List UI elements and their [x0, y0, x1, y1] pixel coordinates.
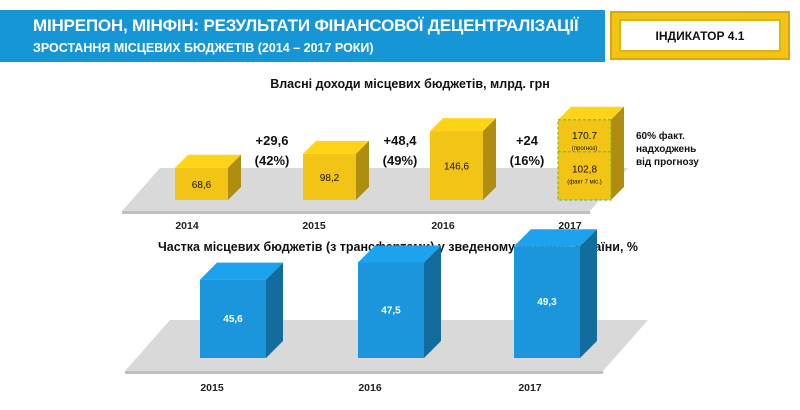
chart1-bar-2017-actual: [557, 151, 612, 201]
chart1-actual-label: 102,8: [572, 165, 597, 176]
chart1-platform: [122, 168, 628, 211]
chart1-bar-2016-front: [430, 131, 483, 200]
chart1-annotation-line: надходжень: [636, 144, 696, 155]
chart1-annotation-line: від прогнозу: [636, 157, 699, 168]
chart1-bar-2015-front: [303, 153, 356, 200]
page-subtitle: ЗРОСТАННЯ МІСЦЕВИХ БЮДЖЕТІВ (2014 – 2017…: [33, 41, 374, 55]
chart2-bar-2015-front: [200, 279, 266, 358]
chart1-platform-edge: [122, 211, 590, 214]
chart1-bar-2016-top: [430, 118, 496, 132]
chart2-value-label: 45,6: [223, 314, 243, 325]
chart1-growth-percent: (16%): [510, 153, 545, 168]
chart1-title: Власні доходи місцевих бюджетів, млрд. г…: [270, 77, 550, 91]
chart2-bar-2017-front: [514, 246, 580, 358]
chart2-bar-2016-front: [358, 262, 424, 358]
chart1-bar-2014-front: [175, 167, 228, 200]
chart2-tick-label: 2016: [358, 382, 382, 394]
chart1-value-label: 98,2: [320, 173, 340, 184]
chart1-bar-2017-forecast-top: [558, 106, 624, 120]
chart1-bar-2017-forecast-side: [611, 106, 624, 200]
chart1-bar-2014-top: [175, 154, 241, 168]
chart1-bar-2015-side: [356, 140, 369, 200]
chart2-bar-2015-side: [266, 262, 283, 358]
chart2-bar-2015-top: [200, 262, 283, 280]
chart1-tick-label: 2016: [431, 220, 455, 232]
chart1-growth-value: +48,4: [384, 133, 418, 148]
chart2-value-label: 47,5: [381, 305, 401, 316]
chart2-bar-2017-side: [580, 229, 597, 358]
header-banner: МІНРЕПОН, МІНФІН: РЕЗУЛЬТАТИ ФІНАНСОВОЇ …: [0, 10, 605, 62]
chart1-value-label: 146,6: [444, 162, 469, 173]
chart2-bar-2016-side: [424, 245, 441, 358]
chart1-tick-label: 2015: [302, 220, 326, 232]
chart1-actual-note: (факт 7 міс.): [567, 180, 602, 186]
chart1-tick-label: 2017: [558, 220, 582, 232]
chart2-value-label: 49,3: [537, 297, 557, 308]
chart1-bar-2016-side: [483, 118, 496, 200]
chart1-growth-percent: (42%): [255, 153, 290, 168]
chart2-platform-edge: [125, 371, 603, 374]
chart2-tick-label: 2015: [200, 382, 224, 394]
chart1-annotation-line: 60% факт.: [636, 130, 685, 142]
chart1-forecast-note: (прогноз): [572, 146, 597, 152]
chart2-bar-2017-top: [514, 229, 597, 247]
chart1-value-label: 68,6: [192, 180, 212, 191]
chart1-bar-2014-side: [228, 154, 241, 200]
chart2-bar-2016-top: [358, 245, 441, 263]
indicator-badge: ІНДИКАТОР 4.1: [610, 11, 790, 60]
chart1-forecast-label: 170.7: [572, 131, 597, 142]
chart1-bar-2015-top: [303, 140, 369, 154]
chart1-bar-2017-forecast-part: [557, 119, 612, 153]
chart1-growth-value: +24: [516, 133, 539, 148]
indicator-label: ІНДИКАТОР 4.1: [619, 19, 781, 52]
page-title: МІНРЕПОН, МІНФІН: РЕЗУЛЬТАТИ ФІНАНСОВОЇ …: [33, 16, 579, 35]
chart1-growth-value: +29,6: [256, 133, 289, 148]
chart2-tick-label: 2017: [518, 382, 542, 394]
chart1-tick-label: 2014: [175, 220, 199, 232]
chart1-growth-percent: (49%): [383, 153, 418, 168]
